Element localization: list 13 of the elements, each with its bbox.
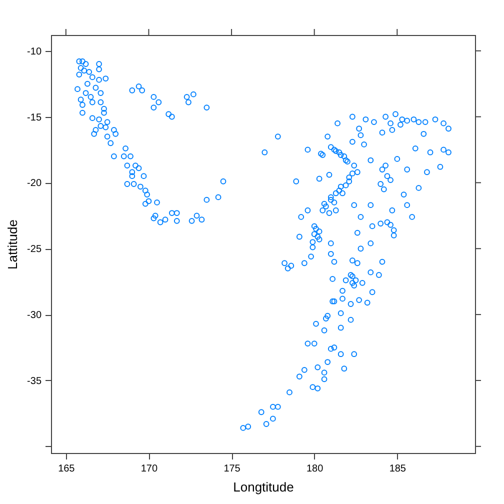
x-tick-label: 165 (58, 464, 76, 474)
x-tick-label: 185 (389, 464, 406, 474)
x-axis-title: Longtitude (233, 480, 294, 494)
x-tick-label: 175 (224, 464, 241, 474)
y-axis-title: Lattitude (5, 220, 20, 270)
x-tick-label: 180 (306, 464, 324, 474)
y-tick-label: -25 (27, 244, 42, 256)
y-tick-label: -15 (27, 112, 42, 124)
y-tick-label: -35 (27, 376, 42, 387)
y-tick-label: -30 (27, 310, 42, 322)
y-tick-label: -20 (27, 178, 42, 190)
x-tick-label: 170 (140, 464, 158, 474)
y-tick-label: -10 (27, 46, 42, 58)
